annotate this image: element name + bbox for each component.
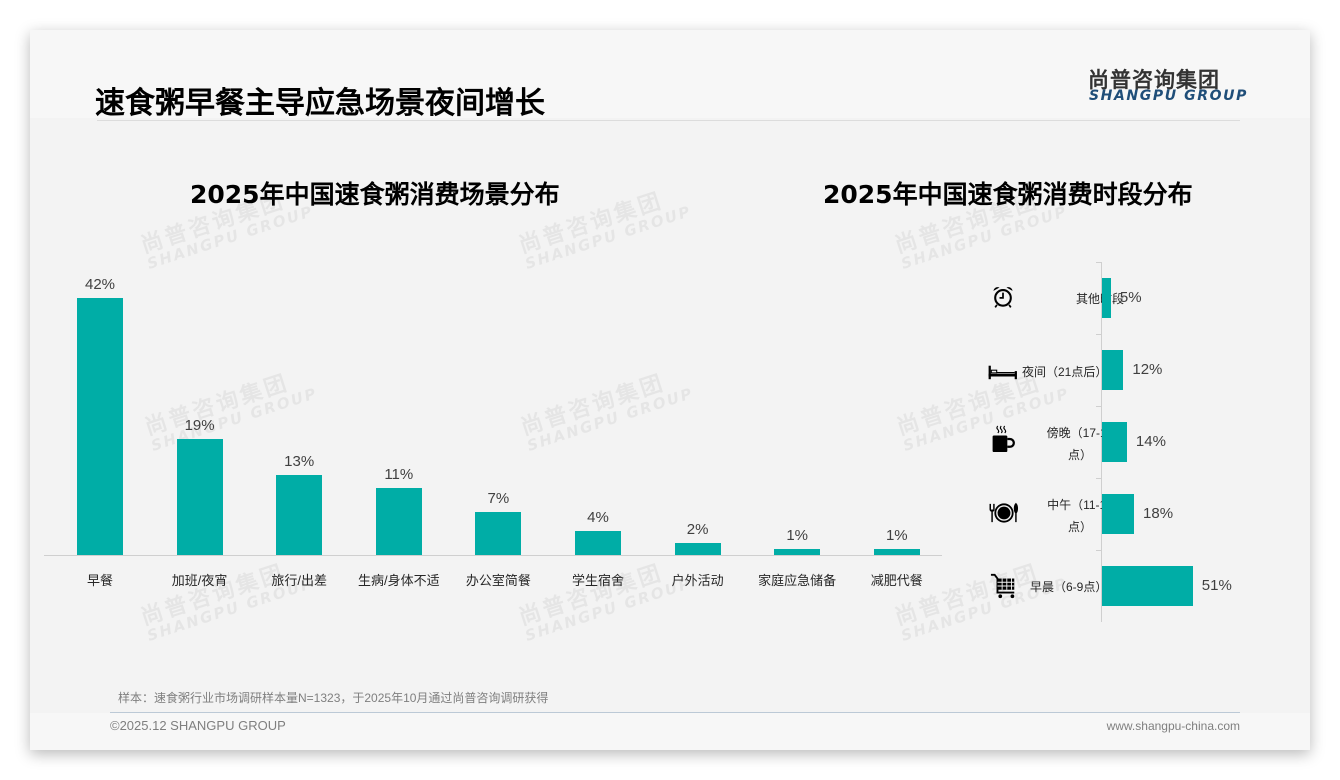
- bar-group: 11% 生病/身体不适: [349, 260, 449, 600]
- bar-value-label: 13%: [284, 453, 315, 471]
- category-label: 中午（11-13点）: [1047, 498, 1113, 534]
- alarm-clock-icon: [990, 284, 1020, 314]
- sample-note: 样本：速食粥行业市场调研样本量N=1323，于2025年10月通过尚普咨询调研获…: [118, 691, 549, 705]
- bar-group: 1% 减肥代餐: [847, 260, 947, 600]
- coffee-cup-icon: [990, 424, 1020, 454]
- axis-tick: [1096, 550, 1101, 551]
- bar-row: 早晨（6-9点） 51%: [950, 550, 1290, 622]
- bar-group: 1% 家庭应急储备: [747, 260, 847, 600]
- footer-band: [30, 713, 1310, 750]
- bar-row: 其他时段 5%: [950, 262, 1290, 334]
- bar-value-label: 7%: [487, 490, 510, 508]
- bar: [176, 438, 223, 555]
- category-label: 夜间（21点后）: [1022, 365, 1108, 379]
- bar-group: 2% 户外活动: [648, 260, 748, 600]
- y-axis-line: [1101, 262, 1102, 622]
- bar-value-label: 12%: [1132, 361, 1163, 378]
- category-label: 学生宿舍: [571, 573, 624, 588]
- category-label: 傍晚（17-19点）: [1046, 426, 1114, 462]
- bar: [475, 512, 522, 555]
- bar-group: 13% 旅行/出差: [249, 260, 349, 600]
- bar-value-label: 5%: [1119, 289, 1142, 306]
- bar: [1102, 566, 1193, 606]
- axis-tick: [1096, 478, 1101, 479]
- page-title: 速食粥早餐主导应急场景夜间增长: [95, 86, 545, 121]
- category-label: 旅行/出差: [271, 573, 327, 588]
- bar: [1102, 350, 1124, 390]
- bar: [1102, 494, 1135, 534]
- category-label: 家庭应急储备: [758, 573, 837, 588]
- bar: [1102, 278, 1111, 318]
- bar-group: 7% 办公室简餐: [448, 260, 548, 600]
- category-label: 其他时段: [1075, 292, 1124, 306]
- bar: [1102, 422, 1127, 462]
- footer-copyright: ©2025.12 SHANGPU GROUP: [110, 718, 286, 733]
- bed-icon: [987, 363, 1017, 393]
- bar-group: 4% 学生宿舍: [548, 260, 648, 600]
- plate-cutlery-icon: [987, 502, 1019, 532]
- bar-value-label: 51%: [1201, 577, 1232, 594]
- time-bar-chart: 其他时段 5% 夜间（21点后） 12% 傍晚（17-19点） 14% 中午（11-13点）…: [950, 262, 1290, 624]
- x-axis-baseline: [44, 555, 942, 556]
- title-divider: [97, 120, 1240, 121]
- logo-cn: 尚普咨询集团: [1088, 68, 1220, 92]
- bar-value-label: 2%: [686, 520, 709, 538]
- bar: [674, 542, 721, 555]
- axis-tick: [1096, 262, 1101, 263]
- bar-value-label: 19%: [184, 416, 215, 434]
- category-label: 减肥代餐: [870, 573, 923, 588]
- category-label: 加班/夜宵: [171, 573, 228, 588]
- bar-group: 19% 加班/夜宵: [150, 260, 250, 600]
- bar-value-label: 1%: [885, 526, 908, 544]
- bar-row: 傍晚（17-19点） 14%: [950, 406, 1290, 478]
- bar: [276, 475, 323, 555]
- bar: [575, 530, 621, 555]
- bar-value-label: 11%: [384, 465, 414, 483]
- category-label: 户外活动: [671, 573, 724, 588]
- bar: [774, 548, 821, 555]
- category-label: 生病/身体不适: [357, 573, 440, 588]
- shopping-cart-icon: [990, 572, 1020, 602]
- bar-group: 42% 早餐: [50, 260, 150, 600]
- category-label: 早晨（6-9点）: [1030, 580, 1108, 594]
- bar: [77, 297, 123, 555]
- footer-url[interactable]: www.shangpu-china.com: [1106, 719, 1240, 733]
- bar: [375, 487, 422, 555]
- scene-bar-chart: 42% 早餐 19% 加班/夜宵 13% 旅行/出差 11% 生病/身体不适 7% 办公室简餐 4%…: [44, 260, 942, 600]
- category-label: 早餐: [86, 573, 113, 588]
- footer-divider: [110, 712, 1240, 713]
- scene-chart-title: 2025年中国速食粥消费场景分布: [190, 180, 560, 209]
- bar: [873, 548, 920, 555]
- time-chart-title: 2025年中国速食粥消费时段分布: [823, 180, 1193, 209]
- axis-tick: [1096, 334, 1101, 335]
- category-label: 办公室简餐: [465, 573, 531, 588]
- header-band: [30, 30, 1310, 118]
- bar-value-label: 14%: [1135, 433, 1166, 450]
- bar-row: 中午（11-13点） 18%: [950, 478, 1290, 550]
- bar-value-label: 4%: [587, 508, 609, 526]
- bar-value-label: 1%: [786, 526, 809, 544]
- bar-row: 夜间（21点后） 12%: [950, 334, 1290, 406]
- bar-value-label: 18%: [1143, 505, 1174, 522]
- logo-en: SHANGPU GROUP: [1089, 88, 1248, 104]
- slide: 速食粥早餐主导应急场景夜间增长 尚普咨询集团 SHANGPU GROUP 尚普咨…: [30, 30, 1310, 750]
- axis-tick: [1096, 406, 1101, 407]
- bar-value-label: 42%: [84, 275, 116, 293]
